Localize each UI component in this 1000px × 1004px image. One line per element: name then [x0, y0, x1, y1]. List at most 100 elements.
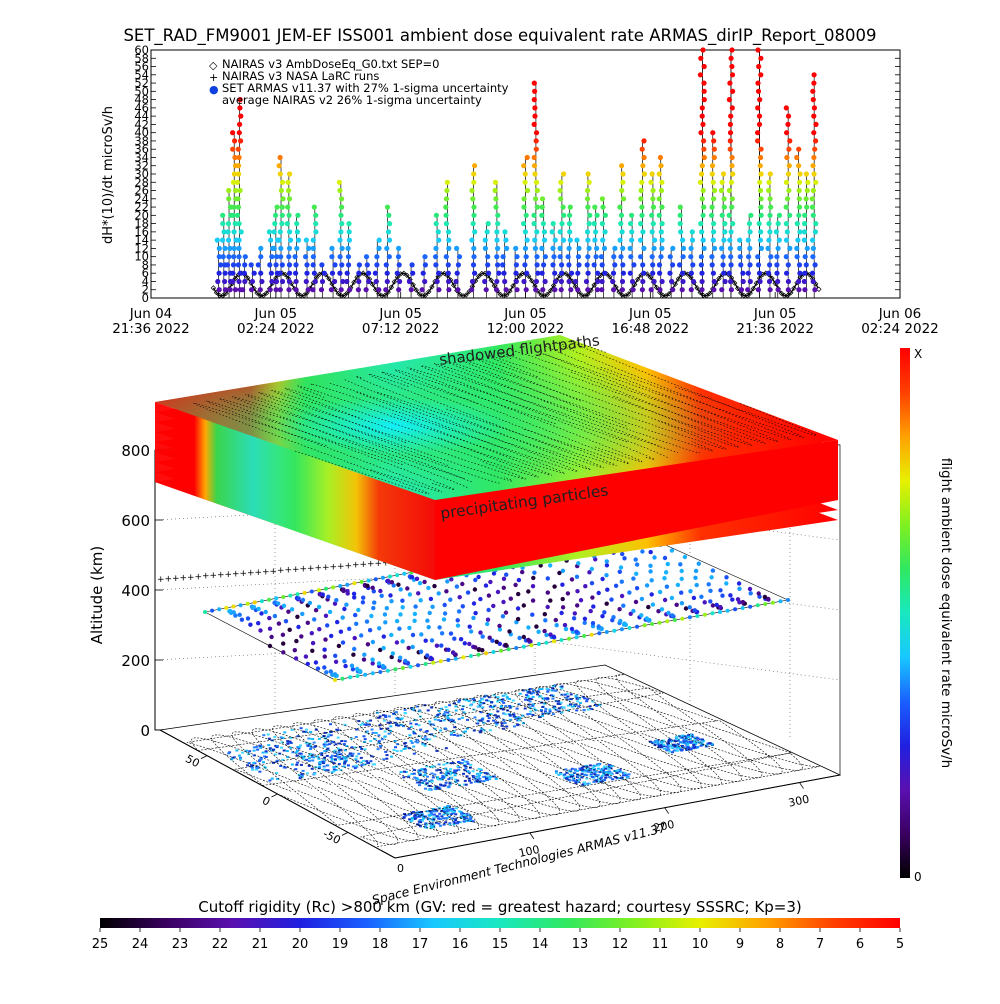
armas-point [303, 278, 309, 285]
armas-point [271, 245, 277, 251]
orbit-point [694, 582, 699, 588]
land-cell [536, 693, 540, 696]
land-cell [302, 730, 306, 733]
armas-point [286, 254, 292, 260]
land-cell [667, 739, 671, 741]
orbit-edge-point [252, 600, 257, 605]
y-tick-label: 4 [142, 274, 149, 288]
orbit-point [445, 579, 450, 584]
armas-point [376, 245, 382, 251]
land-cell [237, 754, 241, 757]
orbit-point [491, 603, 496, 609]
armas-point [659, 204, 665, 210]
orbit-strip-mark: + [262, 567, 270, 577]
armas-point [286, 278, 292, 285]
land-cell [584, 770, 588, 773]
orbit-point [460, 581, 465, 587]
armas-point [659, 237, 665, 243]
armas-point [747, 229, 753, 235]
armas-point [766, 187, 772, 194]
land-cell [407, 747, 411, 750]
land-cell [467, 771, 471, 774]
armas-point [534, 262, 540, 268]
land-cell [583, 783, 587, 786]
orbit-point [618, 565, 624, 570]
orbit-point [560, 582, 565, 587]
orbit-point [256, 606, 261, 612]
armas-point [721, 196, 727, 202]
armas-point [699, 105, 705, 111]
armas-point [539, 212, 545, 218]
land-cell [466, 770, 470, 773]
orbit-point [494, 639, 499, 644]
armas-point [641, 270, 647, 276]
orbit-strip-mark: + [285, 566, 293, 576]
armas-point [618, 254, 624, 260]
armas-point [495, 212, 501, 218]
land-cell [465, 813, 469, 816]
land-cell [501, 694, 505, 697]
armas-point [659, 179, 665, 185]
land-cell [465, 727, 469, 730]
armas-point [268, 270, 274, 276]
y-tick-label: 8 [142, 258, 149, 272]
orbit-point [730, 597, 735, 602]
armas-point [277, 270, 283, 276]
land-cell [295, 754, 299, 757]
shadowed-flightpath [270, 389, 539, 478]
land-cell [572, 705, 576, 708]
orbit-point [436, 591, 441, 596]
land-cell [472, 701, 476, 704]
armas-point [494, 278, 500, 285]
armas-point [669, 278, 675, 285]
orbit-point [480, 648, 485, 653]
ground-track [277, 722, 434, 842]
y-axis-label: dH*(10)/dt microSv/h [101, 106, 116, 244]
armas-point [610, 270, 617, 276]
orbit-point [503, 642, 509, 648]
land-cell [261, 751, 265, 754]
armas-point [566, 262, 572, 268]
armas-point [469, 278, 476, 285]
armas-point [757, 187, 764, 194]
armas-point [729, 163, 735, 169]
orbit-edge-point [529, 643, 534, 648]
armas-point [768, 204, 774, 210]
land-cell [317, 757, 321, 760]
land-cell [681, 745, 684, 747]
armas-point [472, 229, 478, 235]
armas-point [794, 154, 800, 161]
armas-point [638, 237, 644, 243]
land-cell [297, 745, 301, 748]
land-cell [463, 817, 466, 820]
orbit-edge-point [203, 610, 207, 614]
armas-point [638, 221, 644, 227]
land-cell [451, 811, 455, 814]
orbit-point [310, 648, 315, 653]
armas-point [364, 262, 370, 268]
land-cell [280, 741, 284, 744]
armas-point [522, 179, 528, 185]
armas-point [802, 270, 808, 276]
land-cell [336, 753, 340, 756]
orbit-strip-mark: + [165, 574, 173, 584]
land-cell [437, 817, 441, 820]
orbit-point [309, 631, 314, 636]
land-cell [431, 723, 435, 726]
land-cell [377, 734, 381, 737]
land-cell [464, 767, 468, 769]
land-cell [532, 707, 536, 710]
land-cell [537, 695, 541, 698]
land-cell [429, 733, 433, 736]
orbit-point [267, 626, 273, 631]
land-cell [276, 777, 279, 780]
orbit-point [530, 612, 535, 617]
armas-point [550, 262, 556, 268]
model-diamond [529, 278, 535, 284]
armas-point [255, 262, 261, 268]
ground-track [231, 729, 803, 826]
shadowed-flightpath [219, 398, 465, 491]
armas-point [610, 278, 616, 285]
armas-point [641, 245, 647, 251]
armas-point [701, 80, 707, 86]
